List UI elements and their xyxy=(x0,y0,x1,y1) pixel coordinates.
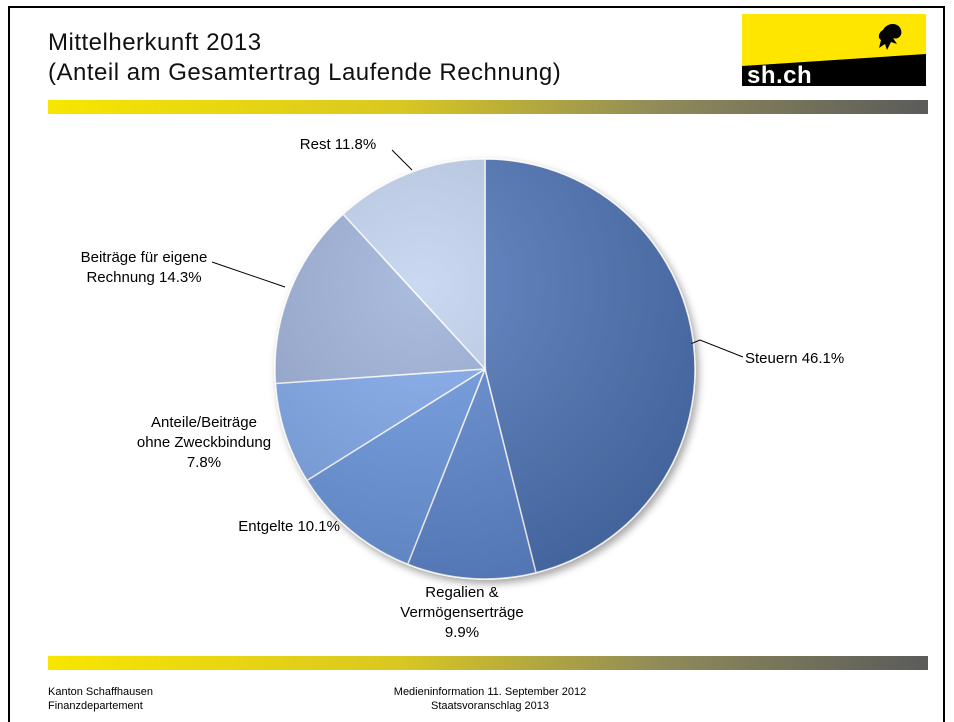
slice-label: Rest 11.8% xyxy=(300,136,376,153)
footer-org-line-2: Finanzdepartement xyxy=(48,700,143,712)
slice-label: Entgelte 10.1% xyxy=(238,518,340,535)
slice-label: Beiträge für eigene Rechnung 14.3% xyxy=(81,249,208,286)
title-line-1: Mittelherkunft 2013 xyxy=(48,29,262,56)
slice-label: Regalien & Vermögenserträge 9.9% xyxy=(400,584,523,641)
slide-frame xyxy=(8,6,945,722)
title-line-2: (Anteil am Gesamtertrag Laufende Rechnun… xyxy=(48,59,562,86)
ram-emblem-icon xyxy=(878,24,902,50)
pie-chart: Steuern 46.1% Regalien & Vermögenserträge 9… xyxy=(81,136,845,641)
slice-label: Steuern 46.1% xyxy=(745,350,844,367)
sh-logo: sh.ch xyxy=(742,14,926,89)
footer-info: Medieninformation 11. September 2012 Sta… xyxy=(370,685,610,713)
leader-line xyxy=(691,339,744,358)
leader-line xyxy=(211,261,286,288)
footer-band xyxy=(48,656,928,670)
footer-organization: Kanton Schaffhausen Finanzdepartement xyxy=(48,685,153,713)
slide-title: Mittelherkunft 2013 (Anteil am Gesamtert… xyxy=(48,28,561,88)
footer-info-line-1: Medieninformation 11. September 2012 xyxy=(393,686,587,698)
header-band xyxy=(48,100,928,114)
footer-info-line-2: Staatsvoranschlag 2013 xyxy=(430,700,550,712)
leader-line xyxy=(391,149,413,171)
slice-label: Anteile/Beiträge ohne Zweckbindung 7.8% xyxy=(137,414,271,471)
logo-text: sh.ch xyxy=(747,62,813,89)
footer-org-line-1: Kanton Schaffhausen xyxy=(48,686,153,698)
sh-logo-graphic xyxy=(742,14,926,86)
